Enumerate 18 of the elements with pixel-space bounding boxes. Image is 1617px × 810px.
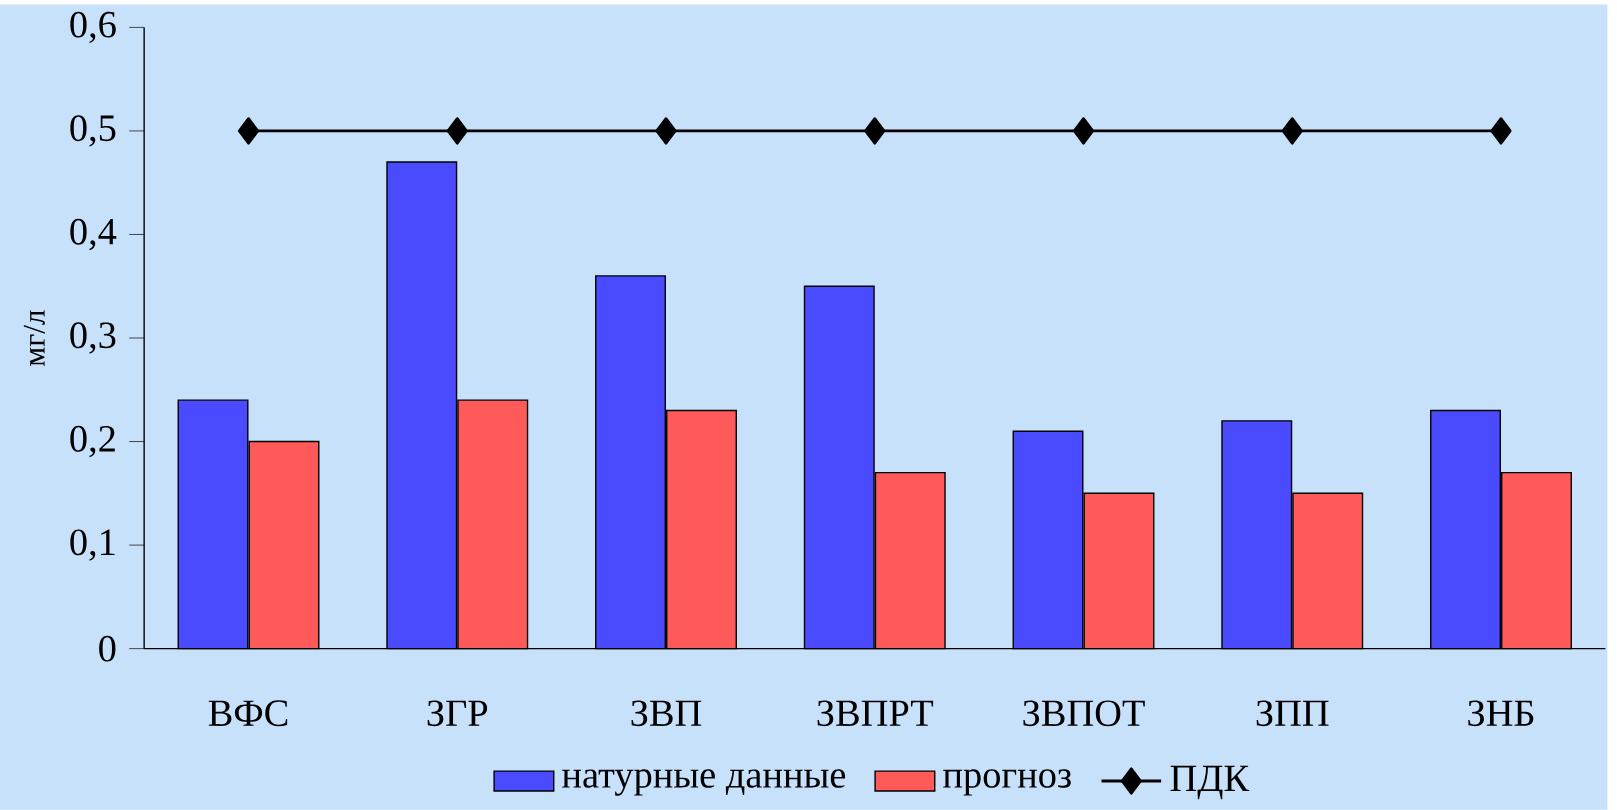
x-tick-label: ЗВП <box>631 700 702 727</box>
x-tick-label: ЗВПОТ <box>1023 700 1145 727</box>
y-tick-label: 0 <box>99 635 116 662</box>
x-tick-label: ЗНБ <box>1468 700 1534 727</box>
x-tick-label: ЗВПРТ <box>817 700 934 727</box>
legend-label: прогноз <box>943 769 1071 796</box>
y-tick-label: 0,2 <box>70 425 115 458</box>
x-tick-label: ВФС <box>208 700 288 727</box>
y-tick-label: 0,1 <box>70 529 115 561</box>
legend-label: ПДК <box>1170 765 1250 800</box>
x-tick-label: ЗГР <box>427 700 488 727</box>
y-tick-label: 0,6 <box>70 11 116 44</box>
legend-label: натурные данные <box>562 769 846 796</box>
y-tick-label: 0,4 <box>70 218 117 251</box>
y-axis-title: мг/л <box>23 310 45 366</box>
y-tick-label: 0,5 <box>70 115 116 147</box>
y-tick-label: 0,3 <box>70 322 116 354</box>
x-tick-label: ЗПП <box>1256 700 1329 727</box>
